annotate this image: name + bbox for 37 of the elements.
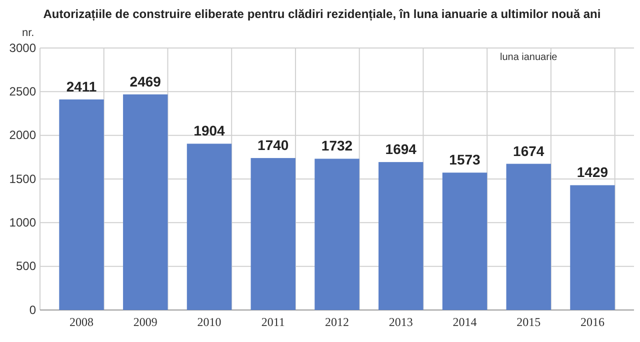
bar (186, 144, 232, 310)
data-label: 1694 (385, 141, 417, 158)
data-label: 1573 (449, 152, 481, 168)
bar (378, 162, 424, 310)
data-label: 1740 (258, 137, 289, 154)
x-tick-label: 2008 (70, 315, 94, 330)
y-tick-label: 0 (29, 302, 36, 317)
x-tick-label: 2016 (580, 315, 604, 330)
y-axis-title: nr. (22, 27, 34, 39)
x-tick-label: 2010 (197, 315, 222, 330)
y-tick-label: 1500 (9, 172, 36, 186)
bar (506, 164, 551, 310)
y-tick-label: 500 (16, 259, 36, 274)
data-label: 2411 (66, 78, 97, 94)
y-tick-label: 3000 (9, 40, 36, 55)
x-tick-label: 2009 (133, 315, 158, 330)
annotation: luna ianuarie (500, 52, 558, 63)
y-tick-label: 2500 (9, 84, 36, 99)
x-tick-label: 2011 (261, 315, 285, 330)
x-tick-label: 2015 (516, 315, 541, 330)
x-tick-label: 2012 (325, 315, 349, 330)
data-label: 1904 (194, 122, 226, 139)
x-tick-label: 2014 (452, 315, 477, 330)
bar (123, 94, 168, 310)
chart-title: Autorizațiile de construire eliberate pentru clădiri rezidențiale, în luna ianuarie a ultimilor nouă ani (43, 7, 601, 21)
data-label: 1732 (321, 138, 353, 154)
data-label: 1429 (576, 164, 608, 180)
bar (314, 158, 360, 310)
data-label: 1674 (513, 142, 544, 159)
bar (250, 158, 296, 310)
y-tick-label: 2000 (9, 128, 36, 142)
data-label: 2469 (130, 73, 162, 90)
bar (59, 99, 104, 310)
bar (442, 172, 488, 310)
y-tick-label: 1000 (9, 216, 36, 230)
x-tick-label: 2013 (388, 315, 413, 330)
bar (570, 185, 615, 310)
